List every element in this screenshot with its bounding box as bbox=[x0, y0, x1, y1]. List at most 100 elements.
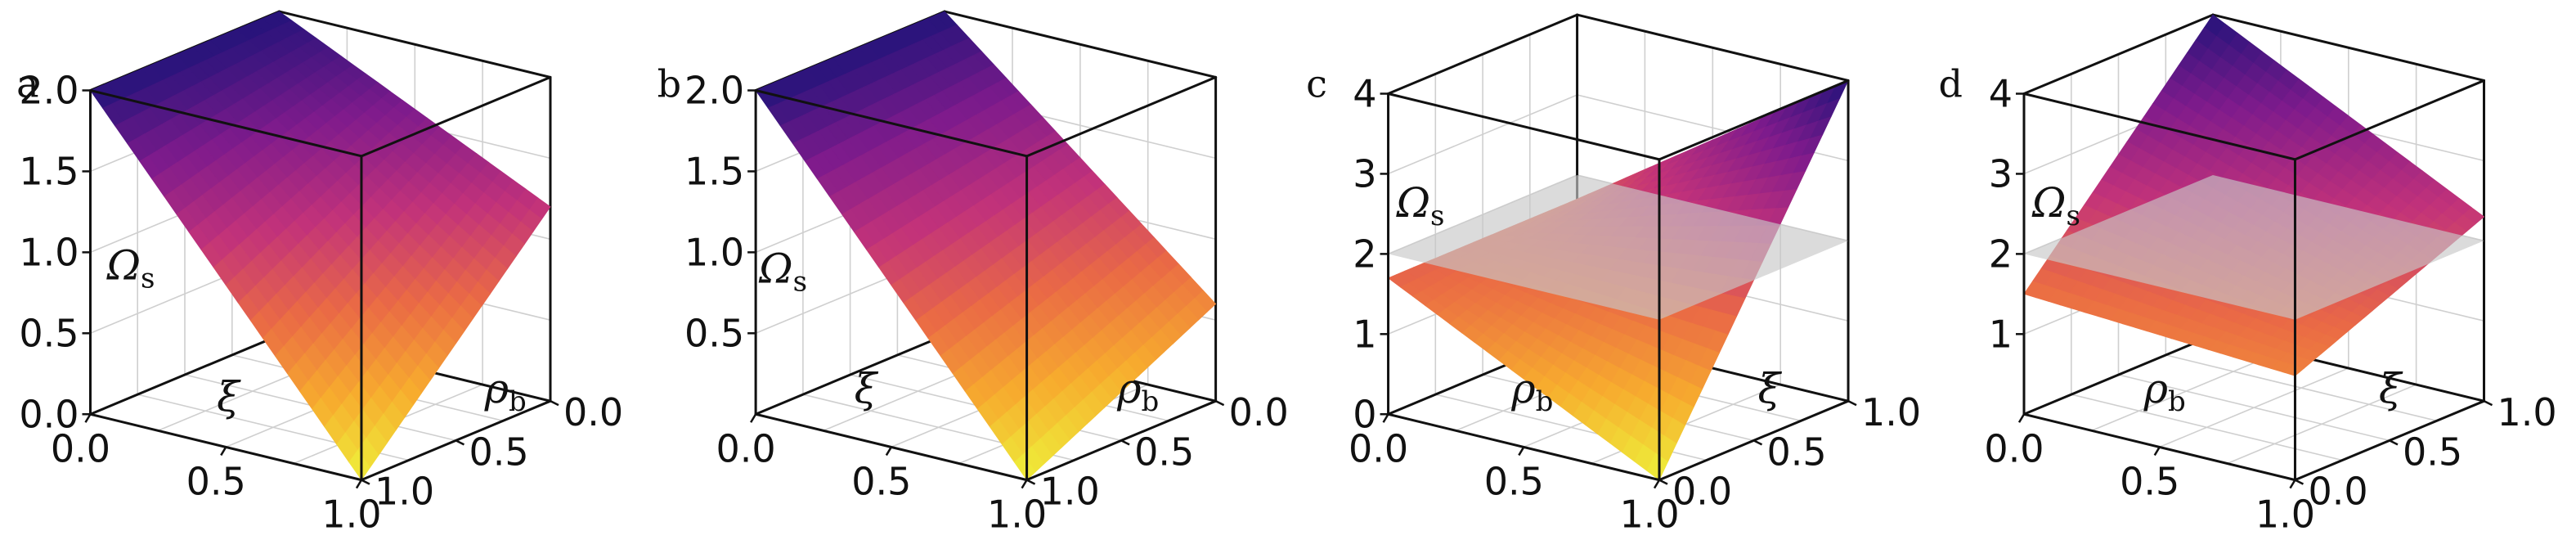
z-axis-label: Ωs bbox=[106, 242, 155, 295]
box-edge bbox=[1025, 75, 1218, 158]
surface bbox=[89, 11, 551, 481]
side-tick-label: 1.0 bbox=[1040, 470, 1100, 514]
side-tick-label: 0.5 bbox=[469, 430, 528, 474]
box-edge bbox=[360, 75, 552, 158]
z-tick-label: 1 bbox=[1989, 312, 2013, 356]
rho-axis-label: ρb bbox=[484, 365, 527, 418]
z-tick-label: 4 bbox=[1989, 72, 2013, 116]
box-edge bbox=[754, 88, 1029, 158]
box-edge bbox=[2293, 79, 2485, 161]
side-tick bbox=[1120, 439, 1130, 446]
box-edge bbox=[1576, 13, 1850, 82]
front-tick bbox=[2153, 446, 2161, 457]
z-tick-label: 1.0 bbox=[684, 230, 744, 274]
z-tick-label: 2.0 bbox=[684, 68, 744, 112]
panel-label: a bbox=[16, 62, 38, 106]
side-tick bbox=[2294, 479, 2304, 485]
reference-plane bbox=[2024, 175, 2484, 320]
z-tick-label: 2.0 bbox=[19, 68, 79, 112]
xi-axis-label: ξ bbox=[217, 373, 241, 421]
z-tick-label: 0.0 bbox=[19, 392, 79, 436]
z-tick-label: 3 bbox=[1353, 151, 1376, 196]
rho-axis-label: ρb bbox=[1116, 365, 1159, 418]
front-tick-label: 0.0 bbox=[51, 426, 110, 470]
grid-line bbox=[2118, 374, 2390, 442]
z-tick-label: 0.5 bbox=[684, 311, 744, 355]
side-tick bbox=[1752, 439, 1763, 446]
side-tick bbox=[1215, 400, 1225, 407]
side-tick-label: 1.0 bbox=[2497, 390, 2557, 434]
xi-axis-label: ξ bbox=[1758, 365, 1783, 412]
z-axis-label: Ωs bbox=[2031, 179, 2080, 232]
box-edge bbox=[2022, 13, 2215, 96]
z-tick-label: 0.5 bbox=[19, 311, 79, 355]
z-axis-label: Ωs bbox=[1396, 179, 1445, 232]
surface-patch bbox=[1646, 452, 1669, 481]
side-tick-label: 0.0 bbox=[1672, 470, 1732, 514]
box-edge bbox=[1387, 92, 1661, 161]
front-tick-label: 1.0 bbox=[2255, 493, 2315, 537]
z-tick-label: 1.0 bbox=[19, 230, 79, 274]
panel-a: 0.0 0.5 1.0 1.5 2.0 0.0 0.5 1.0 1.0 0.5 0.0 a Ωs ξ ρb bbox=[0, 0, 644, 540]
box-edge bbox=[1387, 13, 1579, 96]
front-tick-label: 0.0 bbox=[1349, 426, 1408, 470]
front-tick-label: 0.0 bbox=[716, 426, 776, 470]
front-tick-label: 0.0 bbox=[1984, 426, 2044, 470]
front-tick-label: 1.0 bbox=[1619, 493, 1679, 537]
front-tick-label: 0.5 bbox=[186, 459, 246, 503]
front-tick bbox=[220, 446, 227, 457]
side-tick-label: 0.5 bbox=[1767, 430, 1827, 474]
front-tick bbox=[1021, 479, 1028, 489]
box-edge bbox=[278, 10, 552, 79]
front-tick bbox=[885, 446, 892, 457]
surface-patch bbox=[348, 449, 370, 481]
xi-axis-label: ξ bbox=[855, 365, 879, 412]
rho-axis-label: ρb bbox=[2143, 365, 2186, 418]
front-tick bbox=[750, 413, 757, 423]
front-tick bbox=[1518, 446, 1525, 457]
surface-patch bbox=[1013, 453, 1036, 481]
side-tick-label: 0.5 bbox=[2403, 430, 2462, 474]
box-edge bbox=[360, 399, 552, 482]
z-tick-label: 1.5 bbox=[19, 149, 79, 193]
front-tick bbox=[2017, 413, 2026, 423]
side-tick-label: 0.0 bbox=[563, 390, 623, 434]
side-tick-label: 1.0 bbox=[375, 470, 434, 514]
box-edge bbox=[88, 88, 363, 158]
box-edge bbox=[943, 10, 1218, 79]
box-edge bbox=[1025, 399, 1218, 482]
box-edge bbox=[754, 334, 946, 416]
side-tick-label: 0.5 bbox=[1134, 430, 1194, 474]
panel-label: b bbox=[657, 62, 681, 106]
box-edge bbox=[2022, 334, 2215, 416]
side-tick bbox=[1847, 400, 1857, 407]
z-tick-label: 2 bbox=[1353, 232, 1376, 276]
panel-d: 1 2 3 4 0.0 0.5 1.0 0.0 0.5 1.0 d Ωs ξ ρb bbox=[1931, 0, 2574, 540]
side-tick bbox=[361, 479, 370, 485]
z-tick-label: 3 bbox=[1989, 151, 2013, 196]
side-tick bbox=[550, 400, 559, 407]
side-tick bbox=[2389, 439, 2399, 446]
side-tick bbox=[1026, 479, 1036, 485]
z-tick-label: 0 bbox=[1353, 392, 1376, 436]
panel-b: 0.5 1.0 1.5 2.0 0.0 0.5 1.0 1.0 0.5 0.0 b Ωs ξ ρb bbox=[644, 0, 1287, 540]
side-tick-label: 0.0 bbox=[2308, 470, 2367, 514]
front-tick-label: 0.5 bbox=[851, 459, 911, 503]
front-tick-label: 0.5 bbox=[2120, 459, 2179, 503]
grid-line bbox=[2165, 354, 2437, 422]
box-edge bbox=[2293, 399, 2485, 482]
box-edge bbox=[88, 334, 281, 416]
xi-axis-label: ξ bbox=[2379, 365, 2403, 412]
front-tick bbox=[355, 479, 363, 489]
front-tick-label: 0.5 bbox=[1484, 459, 1544, 503]
z-tick-label: 1.5 bbox=[684, 149, 744, 193]
side-tick-label: 0.0 bbox=[1229, 390, 1287, 434]
front-tick-label: 1.0 bbox=[321, 493, 381, 537]
front-tick-label: 1.0 bbox=[987, 493, 1047, 537]
front-tick bbox=[84, 413, 92, 423]
box-edge bbox=[1658, 399, 1850, 482]
